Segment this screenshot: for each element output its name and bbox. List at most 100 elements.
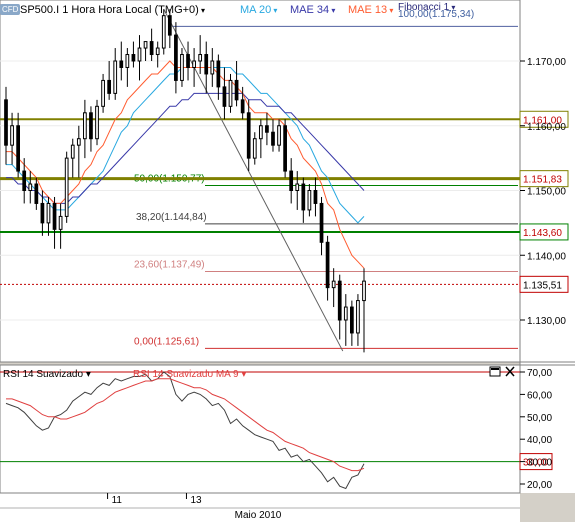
candle-down: [4, 99, 8, 146]
rsi-maximize-button[interactable]: [489, 366, 501, 377]
rsi-tick-label: 50,00: [527, 413, 552, 424]
candle-down: [283, 125, 287, 172]
candlesticks: [4, 9, 366, 353]
candle-up: [113, 60, 118, 94]
candle-up: [155, 47, 160, 56]
ma20-legend[interactable]: MA 20 ▾: [240, 4, 277, 17]
candle-down: [289, 170, 294, 191]
candle-up: [137, 47, 142, 62]
candle-up: [277, 125, 281, 146]
candle-up: [76, 138, 81, 146]
rsi-tick-label: 30,00: [527, 458, 552, 469]
month-label: Maio 2010: [235, 510, 282, 521]
candle-down: [216, 60, 221, 88]
rsi-ma-legend-label: RSI 14 Suavizado MA 9 ▾: [133, 369, 246, 380]
candle-up: [58, 215, 63, 230]
candle-up: [101, 79, 105, 107]
candle-up: [143, 41, 148, 49]
candle-up: [28, 183, 33, 191]
candle-up: [10, 125, 14, 146]
candle-down: [337, 280, 342, 321]
dropdown-arrow-icon: ▾: [329, 6, 336, 15]
rsi-tick-label: 40,00: [527, 435, 552, 446]
candle-down: [107, 79, 112, 94]
price-level-label: 1.161,00: [523, 115, 562, 126]
candle-up: [180, 54, 184, 81]
dropdown-arrow-icon: ▾: [271, 6, 278, 15]
price-tick-label: 1.170,00: [527, 57, 566, 68]
symbol-label: SP500.I 1 Hora Hora Local (TMG+0): [20, 4, 199, 16]
price-level-badge: [519, 110, 569, 128]
price-level-badge: [519, 223, 569, 241]
candle-up: [295, 183, 300, 191]
candle-down: [319, 202, 324, 243]
rsi-tick-label: 20,00: [527, 480, 552, 491]
fibonacci-label: 0,00(1.125,61): [134, 336, 199, 347]
price-tick-label: 1.130,00: [527, 316, 566, 327]
candle-down: [119, 60, 124, 68]
mae34-label: MAE 34: [290, 4, 330, 16]
dropdown-arrow-icon: ▾: [449, 3, 456, 12]
candle-down: [265, 125, 269, 133]
candle-down: [349, 306, 354, 334]
candle-down: [40, 202, 45, 224]
axis-labels: 1.170,00 1.160,00 1.150,00 1.140,00 1.130,00…: [107, 57, 566, 521]
rsi-level-label: 30,00: [523, 458, 548, 469]
candle-down: [301, 183, 306, 211]
fibonacci-legend[interactable]: Fibonacci 1 ▾: [398, 1, 455, 14]
candle-up: [258, 125, 263, 140]
candle-up: [252, 138, 257, 159]
candle-up: [356, 300, 360, 334]
fibonacci-label: 38,20(1.144,84): [136, 212, 207, 223]
price-level-label: 1.135,51: [523, 280, 562, 291]
fibonacci-label: Fibonacci 1: [398, 2, 450, 13]
candle-down: [186, 54, 190, 68]
dropdown-arrow-icon: ▾: [198, 6, 206, 15]
price-tick-label: 1.160,00: [527, 122, 566, 133]
candle-down: [89, 112, 93, 140]
symbol-title[interactable]: SP500.I 1 Hora Hora Local (TMG+0) ▾: [20, 4, 205, 17]
candle-up: [343, 306, 348, 321]
candle-up: [125, 54, 130, 68]
candle-down: [240, 99, 245, 114]
candle-up: [228, 79, 233, 107]
mae13-legend[interactable]: MAE 13 ▾: [348, 4, 393, 17]
candle-down: [271, 131, 275, 146]
ma20-label: MA 20: [240, 4, 272, 16]
candle-up: [362, 280, 366, 302]
candle-up: [198, 54, 203, 62]
rsi-pane: [0, 364, 521, 494]
candle-down: [174, 34, 178, 81]
candle-down: [16, 125, 21, 172]
candle-down: [149, 41, 154, 56]
candle-up: [307, 190, 312, 211]
rsi-series-line: [5, 371, 365, 490]
candle-down: [222, 86, 227, 107]
price-pane: [0, 0, 521, 363]
candle-down: [131, 54, 136, 62]
candle-up: [192, 60, 196, 68]
horizontal-levels: 1.161,00 1.151,83 1.143,60 1.135,51: [0, 110, 569, 293]
candle-up: [161, 15, 166, 49]
price-level-label: 1.143,60: [523, 228, 562, 239]
candle-up: [331, 280, 336, 289]
candle-down: [234, 79, 239, 101]
candle-up: [64, 157, 69, 217]
candle-up: [46, 202, 51, 224]
mae13-label: MAE 13: [348, 4, 388, 16]
rsi-lines: 30,00 RSI 14 Suavizado ▾ RSI 14 Suavizado …: [0, 369, 553, 490]
mae34-legend[interactable]: MAE 34 ▾: [290, 4, 335, 17]
rsi-close-button[interactable]: [505, 366, 515, 377]
candle-down: [204, 54, 209, 75]
rsi-series-line: [6, 378, 365, 472]
price-tick-label: 1.150,00: [527, 187, 566, 198]
price-axis: [520, 0, 575, 493]
price-tick-label: 1.140,00: [527, 251, 566, 262]
candle-down: [246, 112, 251, 159]
price-level-badge: [519, 170, 569, 188]
candle-down: [52, 202, 57, 230]
candle-down: [34, 183, 39, 204]
rsi-tick-label: 60,00: [527, 390, 552, 401]
time-tick-label: 11: [112, 495, 123, 506]
